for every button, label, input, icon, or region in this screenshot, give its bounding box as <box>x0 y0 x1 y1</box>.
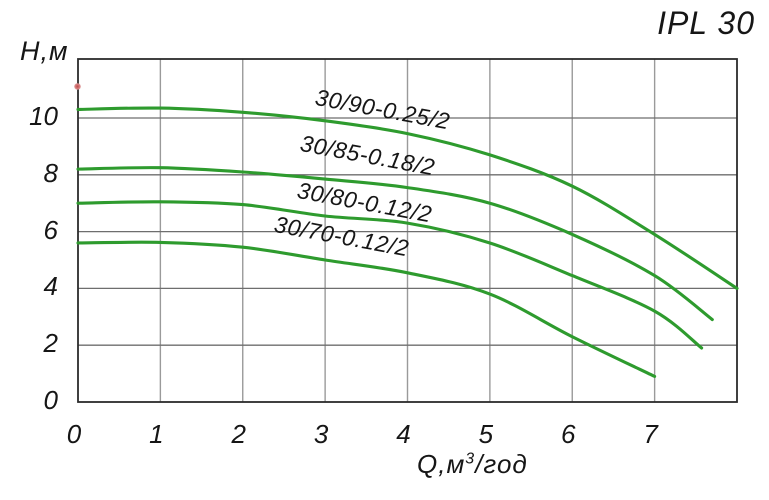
x-tick-label: 5 <box>478 419 494 449</box>
pump-curve-30/90-0.25/2 <box>76 106 739 290</box>
x-tick-label: 7 <box>643 419 658 449</box>
x-tick-label: 1 <box>149 419 164 449</box>
pump-curve-30/85-0.18/2 <box>76 166 714 322</box>
chart-title: IPL 30 <box>657 5 755 41</box>
y-axis-label: Н,м <box>20 36 69 66</box>
pump-curve-30/80-0.12/2 <box>76 200 704 350</box>
pump-curve-30/70-0.12/2 <box>76 240 657 378</box>
plot-frame <box>77 58 738 403</box>
y-tick-label: 4 <box>43 271 58 302</box>
x-tick-label: 0 <box>66 419 82 449</box>
y-tick-label: 6 <box>43 214 58 245</box>
x-axis-label: Q,м3/год <box>417 449 528 480</box>
x-axis-label-prefix: Q,м <box>417 449 466 479</box>
red-marker-dot <box>74 83 81 90</box>
x-tick-label: 3 <box>313 419 329 449</box>
y-tick-label: 8 <box>43 157 58 188</box>
x-tick-label: 6 <box>561 419 576 449</box>
x-axis-label-superscript: 3 <box>465 450 476 468</box>
x-tick-label: 2 <box>231 419 246 449</box>
y-tick-label: 10 <box>29 101 58 131</box>
x-tick-label: 4 <box>396 419 411 449</box>
x-axis-label-suffix: /год <box>475 449 528 479</box>
y-tick-label: 0 <box>43 385 58 415</box>
y-tick-label: 2 <box>43 328 58 359</box>
